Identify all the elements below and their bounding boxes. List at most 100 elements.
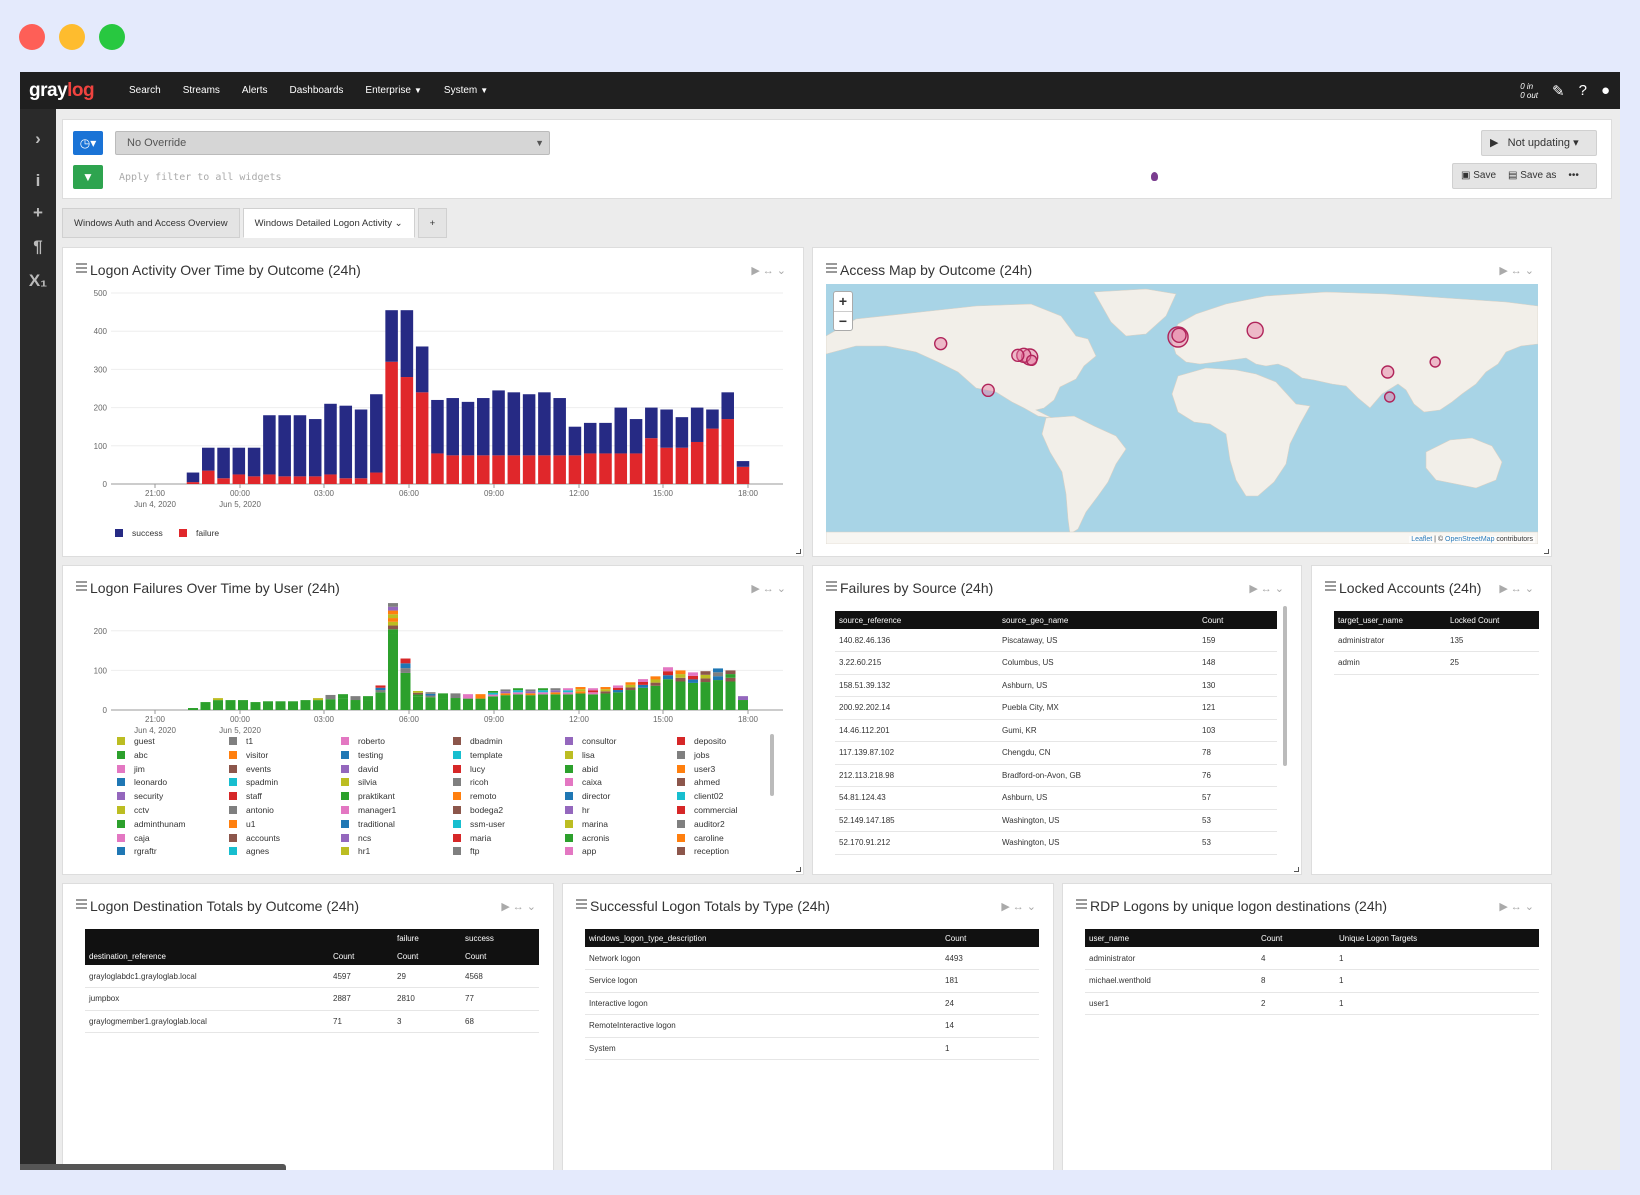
table-cell[interactable]: 3 — [393, 1010, 461, 1033]
bar-segment[interactable] — [688, 679, 698, 683]
bar-segment[interactable] — [288, 701, 298, 710]
legend-item[interactable]: abid — [565, 764, 598, 774]
bar-segment[interactable] — [438, 693, 448, 699]
table-cell[interactable]: 2 — [1257, 992, 1335, 1015]
bar-segment[interactable] — [525, 693, 536, 696]
bar-segment[interactable] — [425, 695, 436, 698]
legend-item[interactable]: traditional — [341, 819, 395, 829]
table-cell[interactable]: 1 — [1335, 969, 1539, 993]
table-cell[interactable]: 103 — [1198, 719, 1277, 742]
legend-item[interactable]: ahmed — [677, 777, 720, 787]
bar-failure[interactable] — [202, 470, 215, 484]
bar-segment[interactable] — [588, 692, 598, 695]
map-marker[interactable] — [981, 383, 995, 398]
bar-segment[interactable] — [275, 701, 286, 710]
bar-segment[interactable] — [338, 694, 348, 699]
legend-item[interactable]: reception — [677, 846, 729, 856]
throughput-indicator[interactable]: 0 in 0 out — [1520, 81, 1539, 100]
table-cell[interactable]: 181 — [941, 969, 1039, 993]
bar-segment[interactable] — [675, 681, 686, 710]
table-scrollbar[interactable] — [1283, 606, 1287, 766]
column-header[interactable]: target_user_name — [1334, 611, 1446, 629]
bar-success[interactable] — [721, 392, 734, 420]
bar-success[interactable] — [385, 310, 398, 362]
widget-actions[interactable]: ▶↔⌄ — [1499, 583, 1537, 595]
table-cell[interactable]: Gumi, KR — [998, 719, 1198, 742]
map-marker[interactable] — [934, 336, 948, 351]
table-cell[interactable]: 140.82.46.136 — [835, 629, 998, 652]
resize-handle[interactable] — [1294, 867, 1299, 872]
filter-button[interactable]: ▼ — [73, 165, 103, 189]
bar-failure[interactable] — [660, 447, 673, 484]
bar-segment[interactable] — [425, 693, 436, 696]
bar-segment[interactable] — [575, 687, 586, 690]
bar-segment[interactable] — [388, 603, 398, 607]
drag-handle-icon[interactable] — [76, 263, 87, 273]
column-header[interactable]: Count — [329, 947, 393, 965]
bar-segment[interactable] — [388, 610, 398, 615]
window-maximize-button[interactable] — [99, 24, 125, 50]
column-header[interactable]: Count — [1198, 611, 1277, 629]
timerange-override-select[interactable]: No Override ▼ — [115, 131, 550, 155]
bar-success[interactable] — [553, 398, 566, 456]
widget-actions[interactable]: ▶↔⌄ — [1499, 901, 1537, 913]
nav-system[interactable]: System ▼ — [443, 85, 489, 96]
nav-streams[interactable]: Streams — [182, 85, 220, 96]
bar-segment[interactable] — [263, 701, 273, 710]
legend-item[interactable]: user3 — [677, 764, 715, 774]
table-row[interactable]: user1 2 1 — [1085, 992, 1539, 1015]
table-row[interactable]: Service logon 181 — [585, 969, 1039, 993]
bar-success[interactable] — [614, 407, 628, 454]
bar-success[interactable] — [186, 472, 200, 483]
bar-segment[interactable] — [200, 702, 211, 710]
bar-failure[interactable] — [354, 478, 368, 484]
table-cell[interactable]: 52.170.91.212 — [835, 831, 998, 855]
bar-success[interactable] — [293, 415, 307, 477]
bar-segment[interactable] — [213, 700, 223, 710]
more-actions-button[interactable]: ••• — [1568, 170, 1579, 181]
bar-segment[interactable] — [375, 685, 386, 688]
bar-success[interactable] — [690, 407, 704, 442]
legend-item[interactable]: security — [117, 791, 163, 801]
bar-segment[interactable] — [313, 700, 323, 710]
table-cell[interactable]: administrator — [1085, 947, 1257, 970]
tab-add-page[interactable]: + — [417, 208, 448, 238]
legend-item[interactable]: caja — [117, 833, 150, 843]
table-cell[interactable]: RemoteInteractive logon — [585, 1014, 941, 1038]
bar-segment[interactable] — [625, 690, 636, 710]
drag-handle-icon[interactable] — [826, 581, 837, 591]
bar-segment[interactable] — [388, 629, 398, 634]
legend-item[interactable]: roberto — [341, 736, 385, 746]
bar-failure[interactable] — [385, 361, 398, 484]
bar-segment[interactable] — [388, 618, 398, 622]
table-cell[interactable]: Network logon — [585, 947, 941, 970]
user-icon[interactable]: ● — [1600, 82, 1610, 99]
timerange-button[interactable]: ◷▾ — [73, 131, 103, 155]
bar-segment[interactable] — [575, 691, 586, 694]
bar-segment[interactable] — [700, 678, 711, 683]
table-cell[interactable]: 76 — [1198, 764, 1277, 787]
legend-item[interactable]: maria — [453, 833, 491, 843]
table-cell[interactable]: Ashburn, US — [998, 786, 1198, 810]
bar-segment[interactable] — [725, 674, 736, 678]
table-row[interactable]: 54.81.124.43 Ashburn, US 57 — [835, 786, 1277, 810]
bar-success[interactable] — [415, 346, 429, 393]
table-cell[interactable]: 4568 — [461, 965, 539, 988]
bar-segment[interactable] — [313, 698, 323, 701]
table-cell[interactable]: Service logon — [585, 969, 941, 993]
bar-segment[interactable] — [625, 684, 636, 688]
bar-success[interactable] — [538, 392, 551, 456]
bar-segment[interactable] — [300, 700, 311, 710]
nav-alerts[interactable]: Alerts — [241, 85, 268, 96]
table-cell[interactable]: Puebla City, MX — [998, 696, 1198, 720]
refresh-control[interactable]: ▶ Not updating ▾ — [1481, 130, 1597, 156]
table-cell[interactable]: Columbus, US — [998, 651, 1198, 675]
table-cell[interactable]: 14.46.112.201 — [835, 719, 998, 742]
table-row[interactable]: graylogmember1.grayloglab.local 71 3 68 — [85, 1010, 539, 1033]
table-row[interactable]: Interactive logon 24 — [585, 992, 1039, 1015]
bar-segment[interactable] — [375, 687, 386, 691]
legend-item[interactable]: ncs — [341, 833, 371, 843]
legend-item[interactable]: testing — [341, 750, 383, 760]
bar-success[interactable] — [400, 310, 414, 378]
column-header[interactable]: destination_reference — [85, 947, 329, 965]
